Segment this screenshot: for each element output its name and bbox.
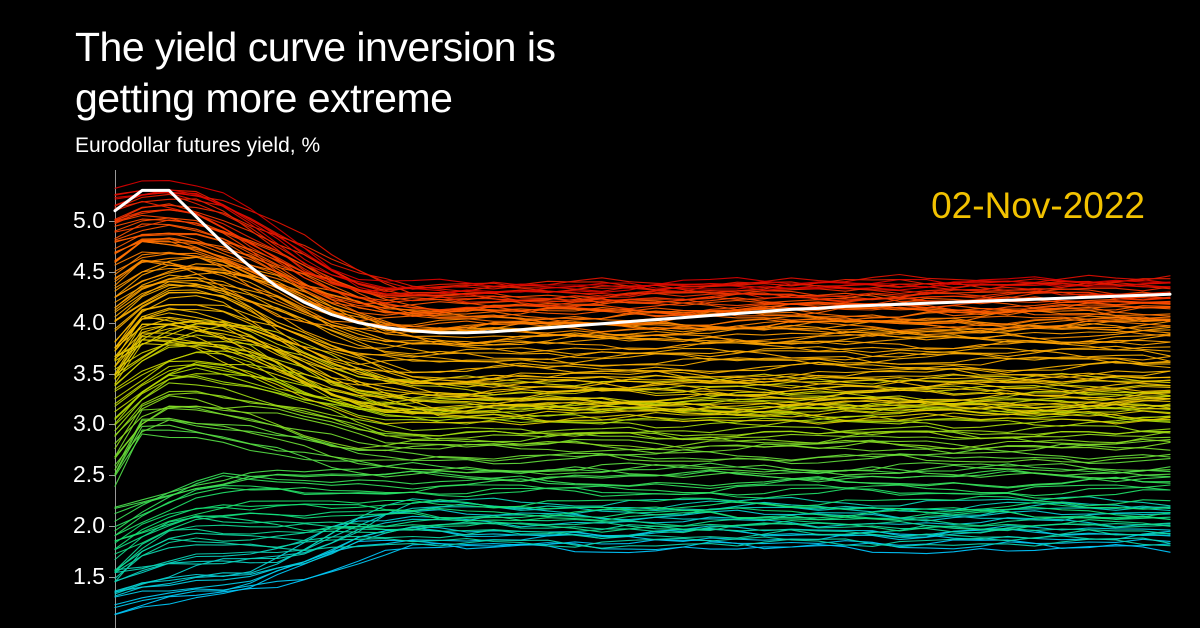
yield-curves-svg bbox=[115, 170, 1170, 628]
chart-title: The yield curve inversion is getting mor… bbox=[75, 22, 555, 125]
yield-curve-line bbox=[115, 529, 1170, 597]
y-tick-label: 4.0 bbox=[60, 309, 105, 336]
yield-curve-line bbox=[115, 544, 1170, 614]
chart-subtitle: Eurodollar futures yield, % bbox=[75, 134, 320, 158]
plot-area bbox=[115, 170, 1170, 628]
y-tick-label: 3.0 bbox=[60, 410, 105, 437]
yield-curve-line bbox=[115, 471, 1170, 514]
y-tick-label: 4.5 bbox=[60, 258, 105, 285]
y-tick-label: 2.5 bbox=[60, 461, 105, 488]
y-tick-label: 3.5 bbox=[60, 360, 105, 387]
title-line-2: getting more extreme bbox=[75, 75, 452, 121]
y-tick-label: 1.5 bbox=[60, 563, 105, 590]
yield-curve-line bbox=[115, 209, 1170, 305]
y-tick-label: 2.0 bbox=[60, 512, 105, 539]
yield-curve-line bbox=[115, 418, 1170, 470]
y-tick-label: 5.0 bbox=[60, 207, 105, 234]
title-line-1: The yield curve inversion is bbox=[75, 24, 555, 70]
